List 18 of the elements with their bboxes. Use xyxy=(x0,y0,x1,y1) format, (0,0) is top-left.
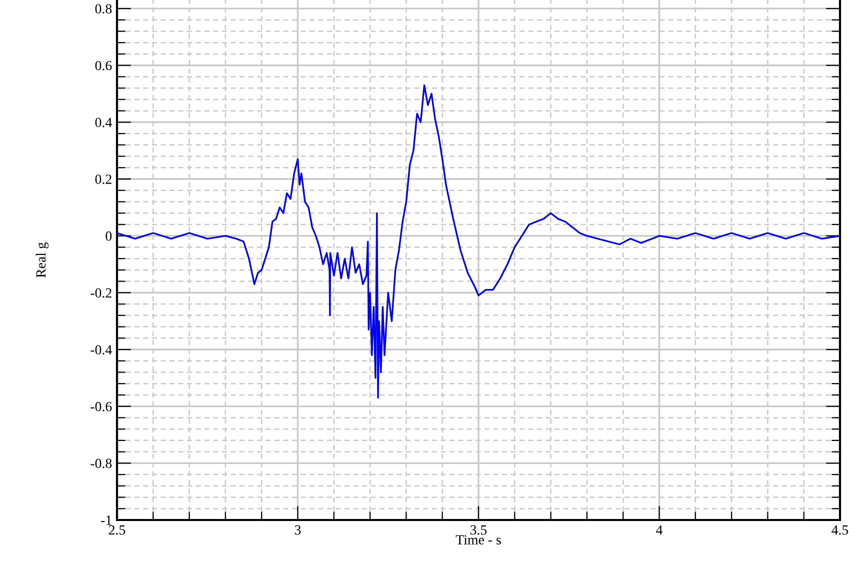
y-tick-label: 0 xyxy=(106,231,112,241)
y-tick-label: 0.2 xyxy=(95,174,112,184)
line-series xyxy=(117,84,840,399)
y-axis-title: Real g xyxy=(36,242,48,278)
y-tick-label: 0.8 xyxy=(95,4,112,14)
x-tick-label: 4 xyxy=(656,525,663,534)
x-tick-label: 2.5 xyxy=(108,525,126,535)
y-tick-label: -0.8 xyxy=(90,458,112,468)
y-tick-label: -0.4 xyxy=(90,345,112,355)
x-tick-label: 3.5 xyxy=(470,525,487,535)
y-tick-label: 0.6 xyxy=(95,60,112,70)
y-tick-label: -0.6 xyxy=(90,402,112,412)
y-tick-label: -0.2 xyxy=(90,288,112,298)
y-tick-label: -1 xyxy=(101,516,112,525)
x-tick-label: 4.5 xyxy=(832,525,848,535)
x-axis-title: Time - s xyxy=(456,535,501,544)
x-tick-label: 3 xyxy=(294,525,301,535)
y-tick-label: 0.4 xyxy=(95,118,112,128)
